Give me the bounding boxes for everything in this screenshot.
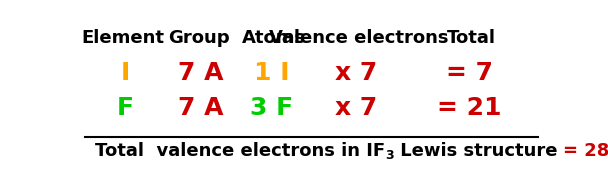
- Text: x 7: x 7: [335, 61, 378, 85]
- Text: 1 I: 1 I: [254, 61, 289, 85]
- Text: Group: Group: [168, 30, 229, 47]
- Text: Valence electrons: Valence electrons: [269, 30, 449, 47]
- Text: 3 F: 3 F: [250, 96, 293, 120]
- Text: = 28 electrons: = 28 electrons: [564, 142, 608, 160]
- Text: Atoms: Atoms: [242, 30, 306, 47]
- Text: Total: Total: [447, 30, 496, 47]
- Text: = 21: = 21: [437, 96, 502, 120]
- Text: Lewis structure: Lewis structure: [393, 142, 564, 160]
- Text: 3: 3: [385, 149, 393, 162]
- Text: Element: Element: [81, 30, 165, 47]
- Text: Total  valence electrons in IF: Total valence electrons in IF: [95, 142, 385, 160]
- Text: I: I: [121, 61, 130, 85]
- Text: 7 A: 7 A: [178, 61, 224, 85]
- Text: = 7: = 7: [446, 61, 493, 85]
- Text: F: F: [117, 96, 134, 120]
- Text: x 7: x 7: [335, 96, 378, 120]
- Text: 7 A: 7 A: [178, 96, 224, 120]
